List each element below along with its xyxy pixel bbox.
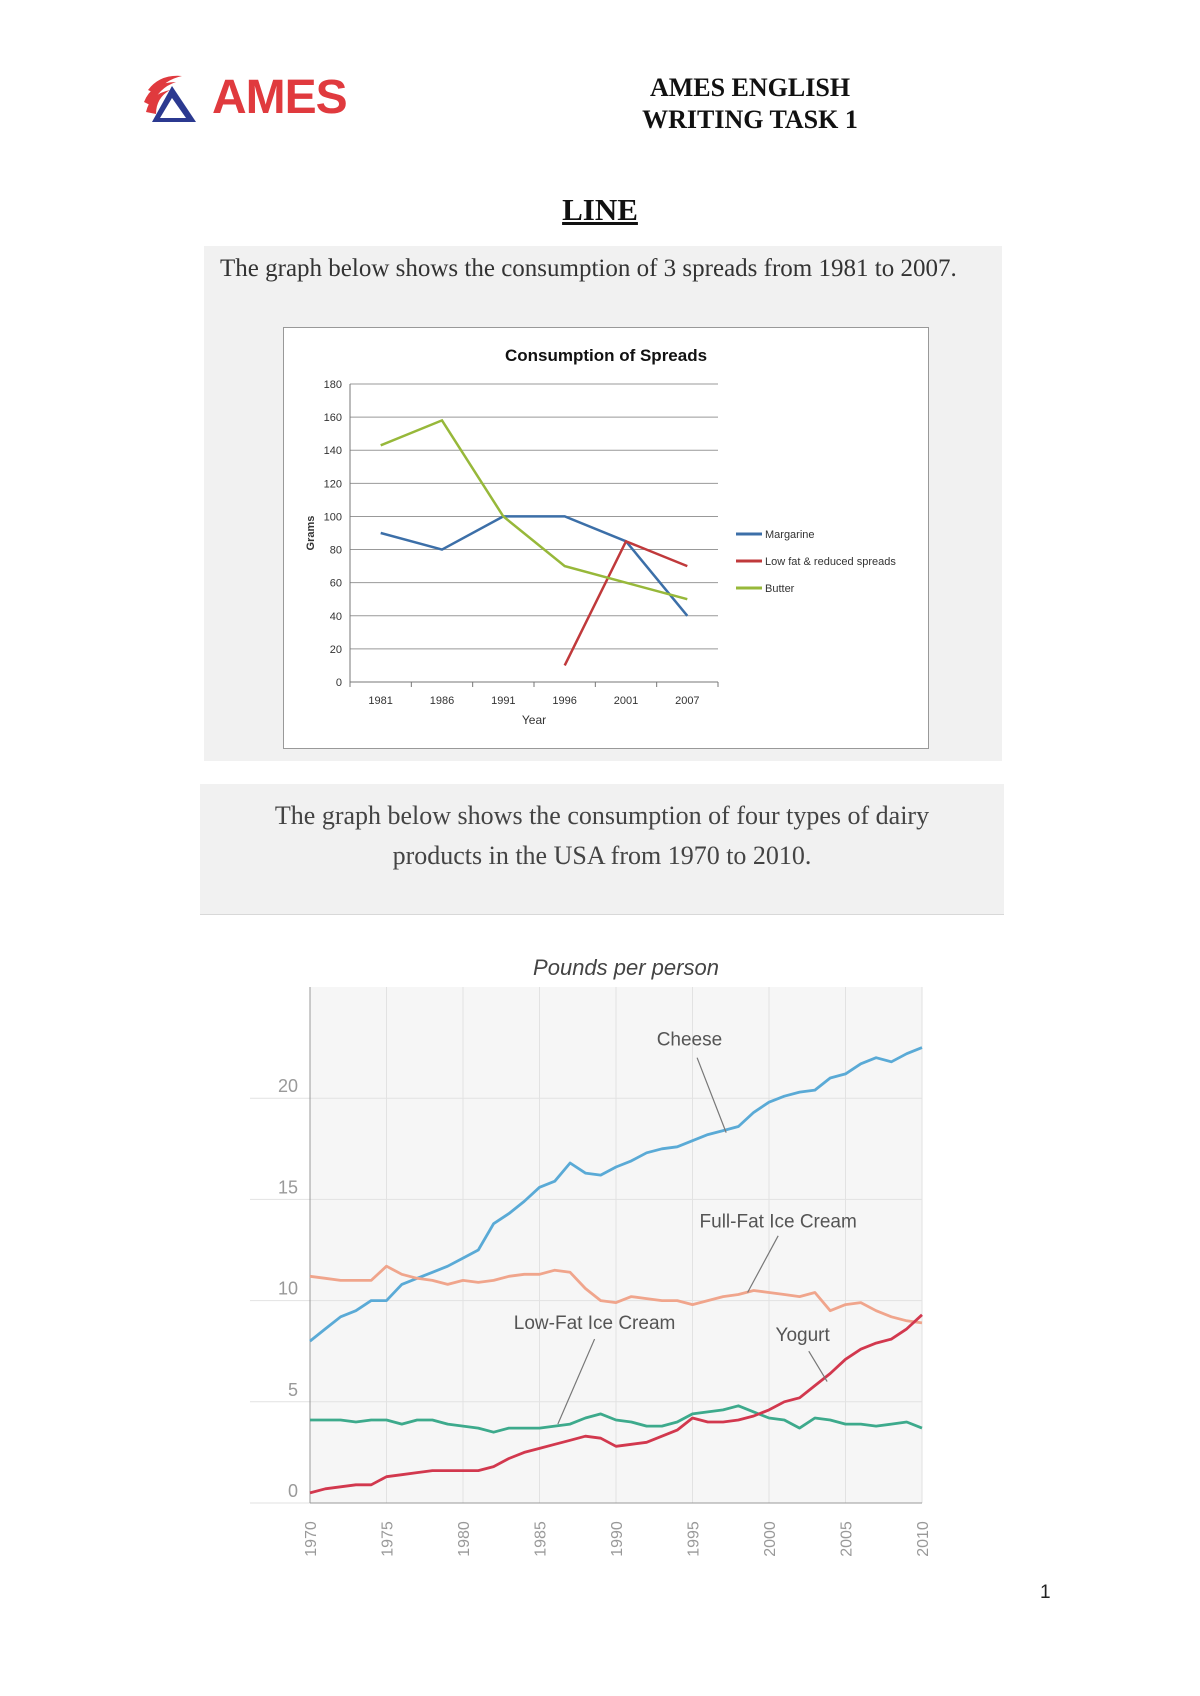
dairy-chart-svg: Pounds per person 1970 1975 1980 1985 1990 199… <box>250 955 932 1557</box>
chart2-x-tick-label: 2005 <box>839 1521 856 1557</box>
chart2-series-line-low-fat-ice-cream <box>310 1404 923 1434</box>
chart2-y-tick-label: 5 <box>288 1380 298 1400</box>
spreads-chart-svg: Consumption of Spreads 0 20 40 60 80 100 120 140… <box>305 346 896 727</box>
header-title: AMES ENGLISH WRITING TASK 1 <box>600 72 900 136</box>
chart1-legend-label: Low fat & reduced spreads <box>765 556 896 568</box>
ames-logo: AMES <box>142 68 372 128</box>
chart2-y-tick-label: 0 <box>288 1481 298 1501</box>
chart1-y-tick-label: 160 <box>324 412 342 424</box>
chart1-legend-label: Butter <box>765 583 795 595</box>
task1-prompt: The graph below shows the consumption of… <box>220 255 957 282</box>
chart2-series-line-yogurt <box>309 1313 923 1495</box>
chart1-title: Consumption of Spreads <box>505 346 707 365</box>
chart2-x-tick-label: 1985 <box>533 1521 550 1557</box>
chart2-y-tick-label: 20 <box>278 1076 298 1096</box>
section-title: LINE <box>562 192 638 227</box>
task2-prompt: The graph below shows the consumption of… <box>200 796 1004 876</box>
chart1-series-line-butter <box>380 418 688 601</box>
ames-globe-icon <box>144 75 196 122</box>
chart1-x-tick-label: 2001 <box>614 695 638 707</box>
chart1-y-tick-label: 100 <box>324 511 342 523</box>
chart1-y-tick-label: 180 <box>324 379 342 391</box>
chart1-x-tick-label: 1991 <box>491 695 515 707</box>
chart1-legend-label: Margarine <box>765 529 815 541</box>
task2-box <box>200 784 1004 915</box>
chart1-y-tick-label: 80 <box>330 545 342 557</box>
chart2-series-label: Yogurt <box>776 1325 831 1346</box>
chart1-y-tick-label: 120 <box>324 478 342 490</box>
chart2-label-leader-line <box>747 1235 779 1293</box>
dairy-chart: Pounds per person 1970 1975 1980 1985 1990 199… <box>240 945 960 1589</box>
chart2-title: Pounds per person <box>533 955 719 980</box>
chart1-series-line-margarine <box>380 515 689 617</box>
chart1-series-line-low-fat-reduced-spreads <box>563 539 688 666</box>
chart2-x-tick-label: 1975 <box>380 1521 397 1557</box>
chart1-x-tick-label: 1981 <box>368 695 392 707</box>
header-line-1: AMES ENGLISH <box>649 73 851 102</box>
chart1-y-axis-label: Grams <box>305 516 317 551</box>
chart2-label-leader-line <box>557 1338 596 1425</box>
chart1-y-tick-label: 140 <box>324 445 342 457</box>
chart2-series-label: Cheese <box>657 1030 723 1051</box>
header-line-2: WRITING TASK 1 <box>642 105 858 134</box>
chart1-x-axis-label: Year <box>522 713 546 727</box>
chart2-y-tick-label: 10 <box>278 1279 298 1299</box>
chart2-x-tick-label: 1980 <box>456 1521 473 1557</box>
chart2-series-label: Low-Fat Ice Cream <box>514 1313 676 1334</box>
logo-text: AMES <box>212 71 348 124</box>
chart1-y-tick-label: 60 <box>330 578 342 590</box>
chart2-x-tick-label: 1995 <box>686 1521 703 1557</box>
chart2-x-tick-label: 2000 <box>762 1521 779 1557</box>
chart1-y-tick-label: 0 <box>336 677 342 689</box>
chart1-x-tick-label: 2007 <box>675 695 699 707</box>
task2-prompt-line-2: products in the USA from 1970 to 2010. <box>392 841 812 870</box>
spreads-chart: Consumption of Spreads 0 20 40 60 80 100 120 140… <box>283 327 929 749</box>
task2-prompt-line-1: The graph below shows the consumption of… <box>274 801 930 830</box>
page-number: 1 <box>1040 1582 1051 1603</box>
chart2-x-tick-label: 2010 <box>915 1521 932 1557</box>
chart1-y-tick-label: 40 <box>330 611 342 623</box>
chart2-x-tick-label: 1970 <box>303 1521 320 1557</box>
chart2-label-leader-line <box>696 1057 727 1133</box>
chart1-y-tick-label: 20 <box>330 644 342 656</box>
chart1-x-tick-label: 1996 <box>552 695 576 707</box>
chart2-series-line-full-fat-ice-cream <box>309 1264 923 1325</box>
chart2-series-line-cheese <box>309 1046 923 1343</box>
chart1-x-tick-label: 1986 <box>430 695 454 707</box>
chart2-y-tick-label: 15 <box>278 1177 298 1197</box>
chart2-label-leader-line <box>808 1350 828 1382</box>
chart2-series-label: Full-Fat Ice Cream <box>700 1212 857 1233</box>
chart2-x-tick-label: 1990 <box>609 1521 626 1557</box>
